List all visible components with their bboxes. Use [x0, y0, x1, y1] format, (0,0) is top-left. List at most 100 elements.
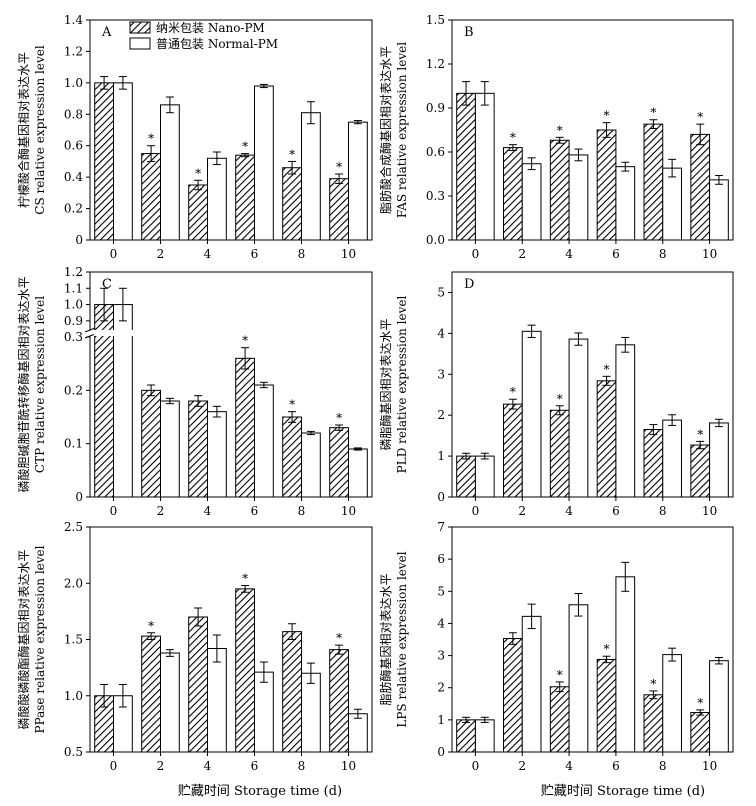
y-tick-label: 0.6 — [64, 139, 83, 153]
y-tick-label: 0 — [437, 490, 445, 504]
bar-normal — [348, 448, 368, 498]
y-axis-label-cn: 磷脂酶基因相对表达水平 — [378, 318, 393, 450]
x-tick-label: 0 — [472, 247, 480, 261]
significance-marker: * — [289, 398, 295, 412]
y-tick-label: 1 — [437, 713, 445, 727]
y-axis-label-cn: 磷酸酸磷酸酯酶基因相对表达水平 — [16, 549, 31, 729]
bar-nano — [329, 178, 350, 241]
x-tick-label: 2 — [157, 504, 165, 518]
bar-normal — [662, 167, 682, 241]
x-tick-label: 8 — [659, 247, 667, 261]
panel-c: 0 0.1 0.2 0.3 0.9 1.0 1.1 1.2 0 2 4 6 8 10 * * * C 磷酸胆碱胞苷酰… — [16, 265, 373, 518]
panel-f: 0 1 2 3 4 5 6 7 0 2 4 6 8 10 * * * * 脂肪酶基因相对表达水平 LPS relati… — [378, 520, 734, 773]
bar-normal — [207, 411, 227, 498]
y-tick-label: 1.1 — [64, 281, 83, 295]
y-tick-label: 0.1 — [64, 437, 83, 451]
y-tick-label: 4 — [437, 616, 445, 630]
bar-nano — [643, 429, 664, 498]
bar-normal — [207, 648, 227, 753]
y-tick-label: 0.2 — [64, 383, 83, 397]
y-tick-label: 0.9 — [64, 314, 83, 328]
bar-normal — [615, 344, 636, 498]
x-tick-label: 10 — [702, 247, 717, 261]
x-tick-label: 10 — [341, 504, 356, 518]
bar-normal — [160, 652, 180, 753]
bar-normal — [113, 82, 133, 241]
y-tick-label: 0.3 — [64, 330, 83, 344]
bar-nano — [188, 400, 208, 498]
y-tick-label: 0.0 — [426, 233, 445, 247]
bar-nano — [643, 694, 664, 753]
y-tick-label: 1.0 — [64, 298, 83, 312]
x-tick-label: 2 — [518, 504, 526, 518]
bar-nano — [549, 686, 570, 753]
significance-marker: * — [148, 132, 154, 146]
bar-normal — [160, 104, 180, 241]
x-tick-label: 0 — [110, 759, 118, 773]
bar-nano — [456, 455, 476, 498]
bar-normal — [615, 576, 636, 753]
y-tick-label: 0.6 — [426, 145, 445, 159]
y-axis-label-cn: 脂肪酶基因相对表达水平 — [378, 573, 393, 705]
bar-nano — [503, 147, 523, 241]
significance-marker: * — [557, 392, 563, 406]
y-tick-label: 4 — [437, 326, 445, 340]
significance-marker: * — [242, 140, 248, 154]
y-tick-label: 5 — [437, 285, 445, 299]
y-tick-label: 0.8 — [64, 107, 83, 121]
y-axis-label-en: CS relative expression level — [33, 45, 47, 215]
bar-normal — [160, 400, 180, 498]
bar-normal — [254, 85, 274, 241]
bar-normal — [662, 654, 682, 753]
x-tick-label: 6 — [612, 504, 620, 518]
x-tick-label: 4 — [565, 759, 573, 773]
bar-nano — [329, 649, 350, 753]
panel-letter: A — [101, 25, 112, 40]
bar-normal — [348, 121, 368, 241]
bar-nano — [456, 92, 476, 241]
y-tick-label: 0 — [437, 745, 445, 759]
y-tick-label: 3 — [437, 649, 445, 663]
x-tick-label: 2 — [518, 759, 526, 773]
y-tick-label: 1.0 — [64, 689, 83, 703]
y-axis-label-cn: 磷酸胆碱胞苷酰转移酶基因相对表达水平 — [16, 276, 31, 492]
y-tick-label: 2.0 — [64, 576, 83, 590]
bar-nano — [282, 167, 303, 241]
y-tick-label: 1.2 — [426, 57, 445, 71]
bar-normal — [301, 112, 321, 241]
x-tick-label: 8 — [659, 504, 667, 518]
panel-a: 0 0.2 0.4 0.6 0.8 1.0 1.2 1.4 0 2 4 6 8 10 * * * * * A 柠檬酸合酶… — [16, 13, 373, 261]
significance-marker: * — [557, 668, 563, 682]
significance-marker: * — [510, 131, 516, 145]
y-tick-label: 1 — [437, 449, 445, 463]
x-tick-label: 6 — [612, 759, 620, 773]
y-axis-label-en: PPase relative expression level — [33, 545, 47, 733]
y-tick-label: 0 — [75, 490, 83, 504]
bar-nano — [188, 616, 208, 753]
bar-nano — [549, 139, 570, 241]
bar-nano — [503, 638, 523, 753]
bar-normal — [662, 419, 682, 498]
x-tick-label: 4 — [204, 504, 212, 518]
bar-normal — [615, 166, 636, 241]
y-tick-label: 1.2 — [64, 44, 83, 58]
y-tick-label: 2 — [437, 408, 445, 422]
y-axis-label-en: CTP relative expression level — [33, 296, 47, 473]
y-tick-label: 0.2 — [64, 202, 83, 216]
significance-marker: * — [336, 160, 342, 174]
significance-marker: * — [242, 572, 248, 586]
x-tick-label: 0 — [472, 759, 480, 773]
bar-normal — [474, 719, 495, 753]
y-tick-label: 0.4 — [64, 170, 83, 184]
bar-nano — [503, 403, 523, 498]
x-tick-label: 10 — [702, 504, 717, 518]
plot-frame — [89, 19, 373, 241]
bar-break-gap — [93, 330, 115, 336]
bar-normal — [521, 163, 542, 241]
significance-marker: * — [697, 110, 703, 124]
x-tick-label: 4 — [204, 247, 212, 261]
x-tick-label: 2 — [518, 247, 526, 261]
bar-nano — [141, 153, 161, 241]
y-tick-label: 0 — [75, 233, 83, 247]
